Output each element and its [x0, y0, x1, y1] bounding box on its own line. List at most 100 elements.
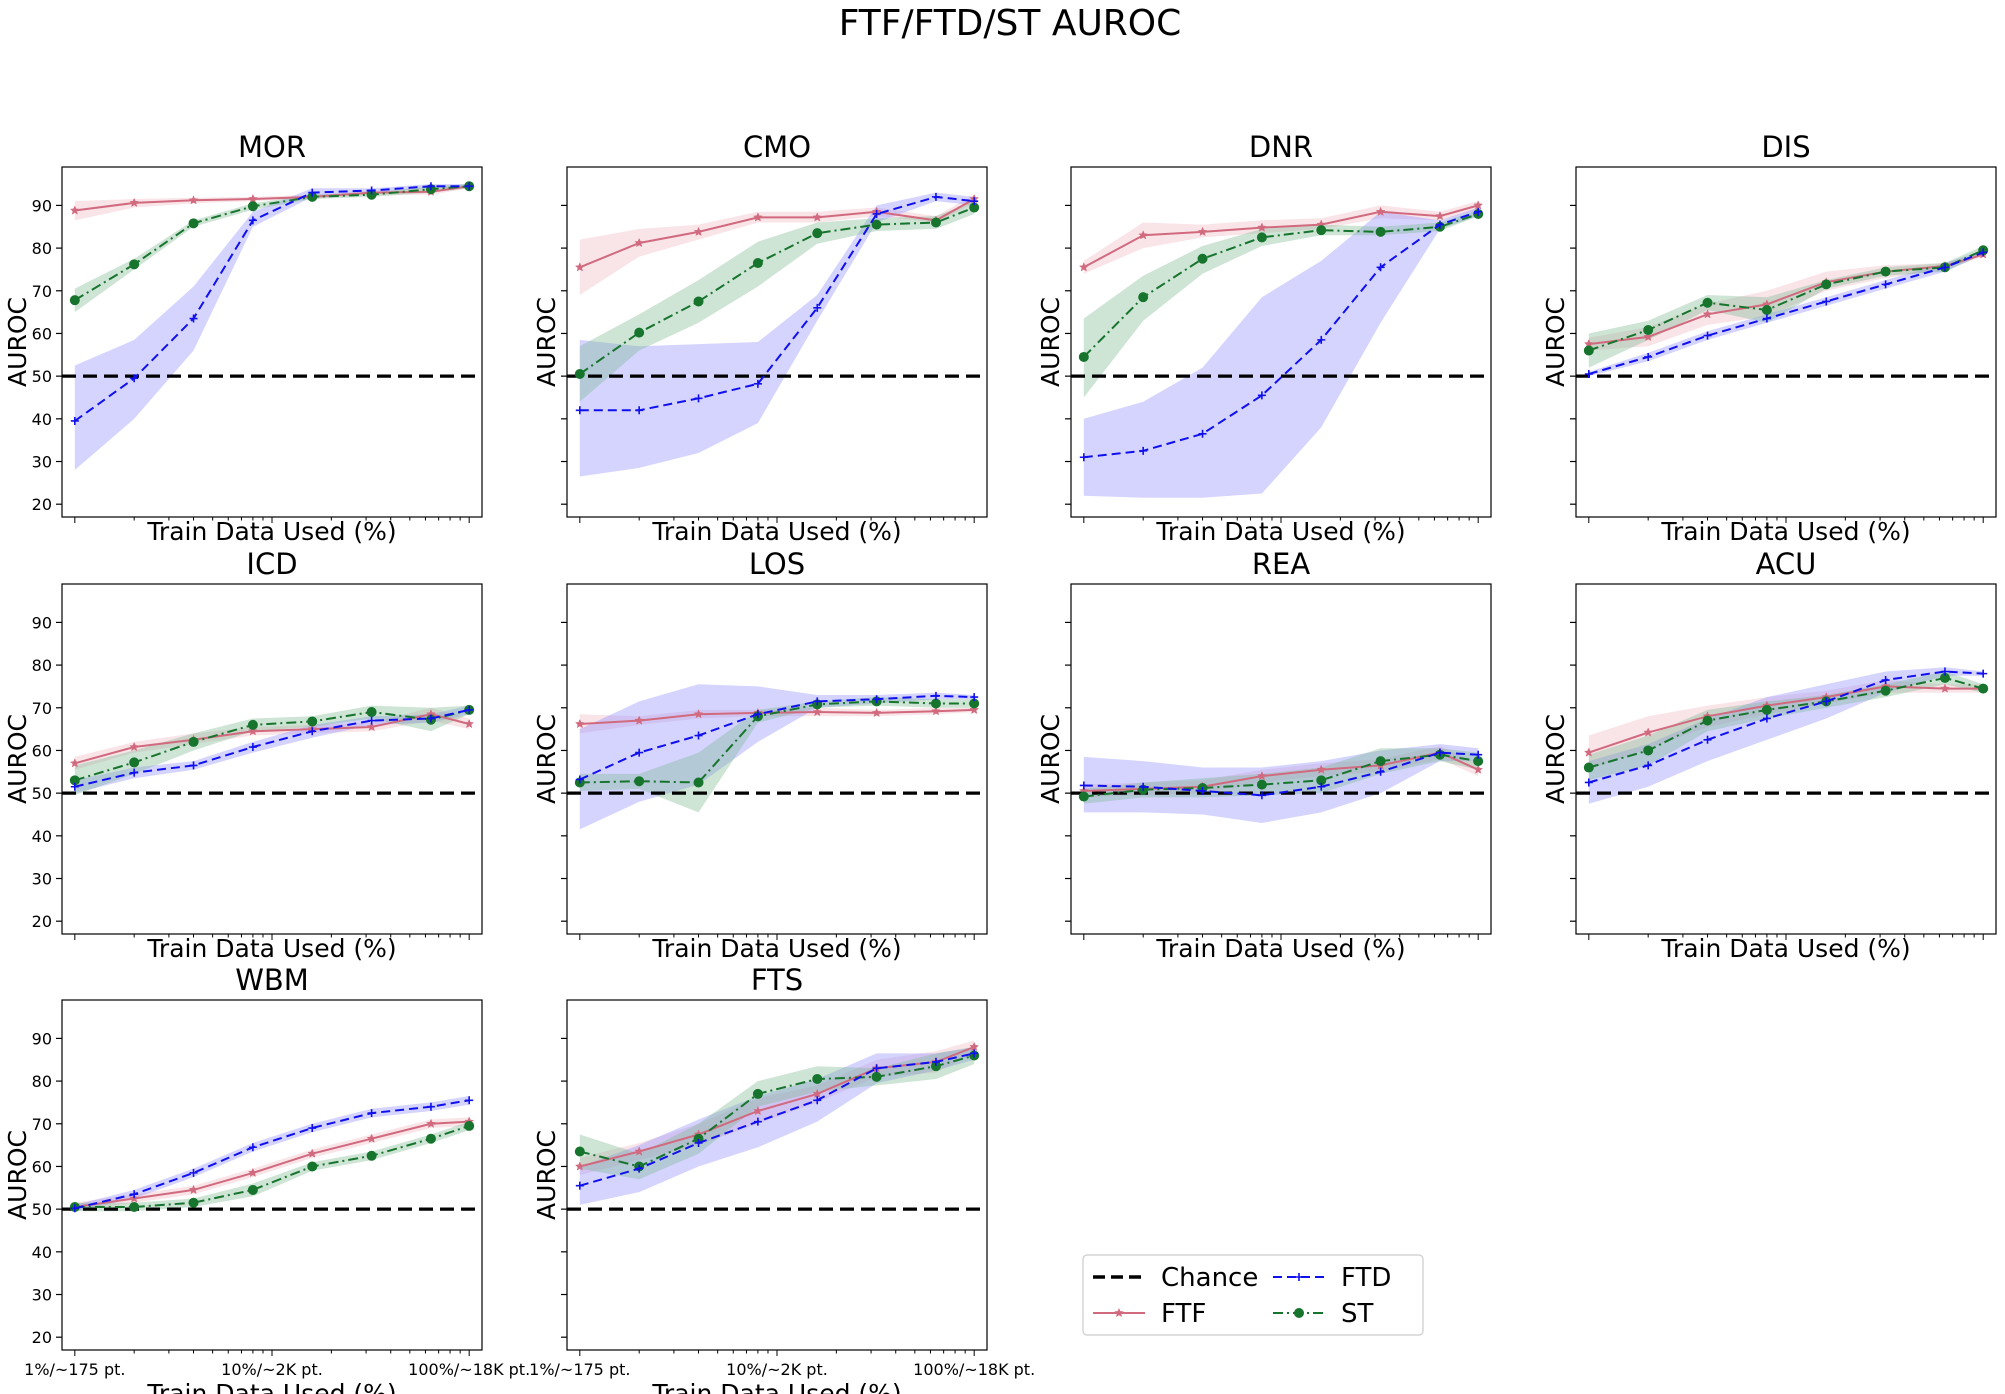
point-ftf — [69, 205, 80, 215]
point-ftf — [129, 741, 140, 752]
point-st — [1375, 756, 1386, 767]
point-ftf — [247, 193, 258, 204]
point-st — [1138, 292, 1149, 303]
panel-acu: ACU Train Data Used (%) AUROC — [1541, 547, 1997, 963]
band-st — [579, 697, 975, 813]
point-ftf — [1078, 262, 1089, 272]
point-st — [1880, 266, 1891, 277]
band-ftf — [74, 707, 470, 770]
xtick-label: 1%/~175 pt. — [24, 1360, 125, 1379]
panel-title: CMO — [743, 130, 811, 164]
line-st — [579, 206, 975, 375]
point-ftd — [970, 1049, 979, 1058]
point-ftd — [1762, 714, 1771, 723]
point-ftd — [970, 693, 979, 702]
legend-label-st: ST — [1341, 1299, 1374, 1329]
point-ftf — [969, 704, 980, 715]
line-ftd — [74, 1099, 470, 1210]
point-ftd — [635, 406, 644, 415]
panel-title: ICD — [246, 547, 297, 581]
point-st — [634, 776, 645, 787]
point-ftf — [1435, 210, 1445, 221]
point-ftd — [1979, 248, 1988, 257]
point-ftf — [1643, 727, 1654, 737]
ytick-label: 20 — [32, 495, 52, 514]
point-ftd — [1198, 429, 1207, 438]
point-st — [1256, 232, 1267, 243]
point-st — [247, 201, 258, 212]
line-ftf — [579, 708, 975, 725]
panel-title: DNR — [1249, 130, 1313, 164]
point-ftf — [574, 262, 585, 272]
point-st — [1375, 226, 1386, 237]
point-ftd — [308, 188, 317, 197]
point-ftf — [634, 1146, 645, 1156]
point-ftf — [1940, 683, 1950, 693]
point-st — [574, 369, 585, 380]
ytick-label: 80 — [32, 656, 52, 675]
point-ftd — [1881, 676, 1890, 685]
axes-frame — [61, 166, 483, 518]
point-ftd — [1881, 280, 1890, 289]
point-ftf — [129, 197, 140, 208]
point-ftd — [308, 1124, 317, 1133]
band-ftf — [579, 194, 975, 295]
x-axis-label: Train Data Used (%) — [1155, 934, 1405, 963]
ytick-label: 30 — [32, 453, 52, 472]
point-ftf — [1375, 206, 1386, 217]
point-st — [247, 719, 258, 730]
point-ftd — [931, 1057, 940, 1066]
point-ftf — [366, 721, 377, 732]
line-ftf — [1588, 253, 1984, 346]
y-axis-label: AUROC — [532, 714, 561, 804]
point-st — [930, 698, 941, 709]
legend-marker-ftd — [1295, 1273, 1303, 1281]
point-ftd — [575, 1181, 584, 1190]
point-ftd — [1317, 335, 1326, 344]
point-ftf — [1138, 230, 1149, 240]
point-ftd — [1644, 761, 1653, 770]
panel-dis: DIS Train Data Used (%) AUROC — [1541, 130, 1997, 546]
point-ftd — [189, 314, 198, 323]
band-ftd — [1083, 207, 1479, 498]
legend-marker-st — [1294, 1308, 1304, 1318]
panel-wbm: 20 30 40 50 60 70 80 90 1%/~175 pt. 10%/~2K pt. 10… — [3, 963, 530, 1394]
y-axis-label: AUROC — [1541, 297, 1570, 387]
point-ftf — [69, 758, 80, 768]
point-st — [129, 1202, 140, 1213]
point-st — [1078, 351, 1089, 362]
point-ftd — [1376, 263, 1385, 272]
y-axis-label: AUROC — [1036, 714, 1065, 804]
xtick-label: 100%/~18K pt. — [913, 1360, 1035, 1379]
point-st — [1702, 297, 1713, 308]
point-st — [1978, 683, 1989, 694]
point-ftd — [872, 1064, 881, 1073]
legend-marker-ftf — [1114, 1307, 1124, 1318]
point-ftd — [813, 697, 822, 706]
point-st — [812, 228, 823, 239]
ytick-label: 40 — [32, 827, 52, 846]
point-ftd — [248, 216, 257, 225]
point-st — [752, 258, 763, 269]
line-ftd — [1588, 670, 1984, 784]
point-ftd — [575, 775, 584, 784]
point-ftd — [308, 727, 317, 736]
point-ftf — [752, 212, 763, 222]
band-ftd — [74, 705, 470, 794]
point-ftd — [70, 416, 79, 425]
y-axis-label: AUROC — [532, 297, 561, 387]
ytick-label: 90 — [32, 196, 52, 215]
ytick-label: 60 — [32, 1157, 52, 1176]
point-st — [188, 218, 199, 229]
xtick-label: 1%/~175 pt. — [529, 1360, 630, 1379]
point-ftd — [1644, 352, 1653, 361]
ytick-label: 80 — [32, 239, 52, 258]
point-ftf — [574, 718, 585, 729]
point-ftd — [872, 695, 881, 704]
point-st — [366, 707, 377, 718]
point-ftf — [188, 195, 199, 205]
point-ftd — [1474, 750, 1483, 759]
point-ftf — [247, 726, 258, 736]
point-ftd — [1762, 314, 1771, 323]
